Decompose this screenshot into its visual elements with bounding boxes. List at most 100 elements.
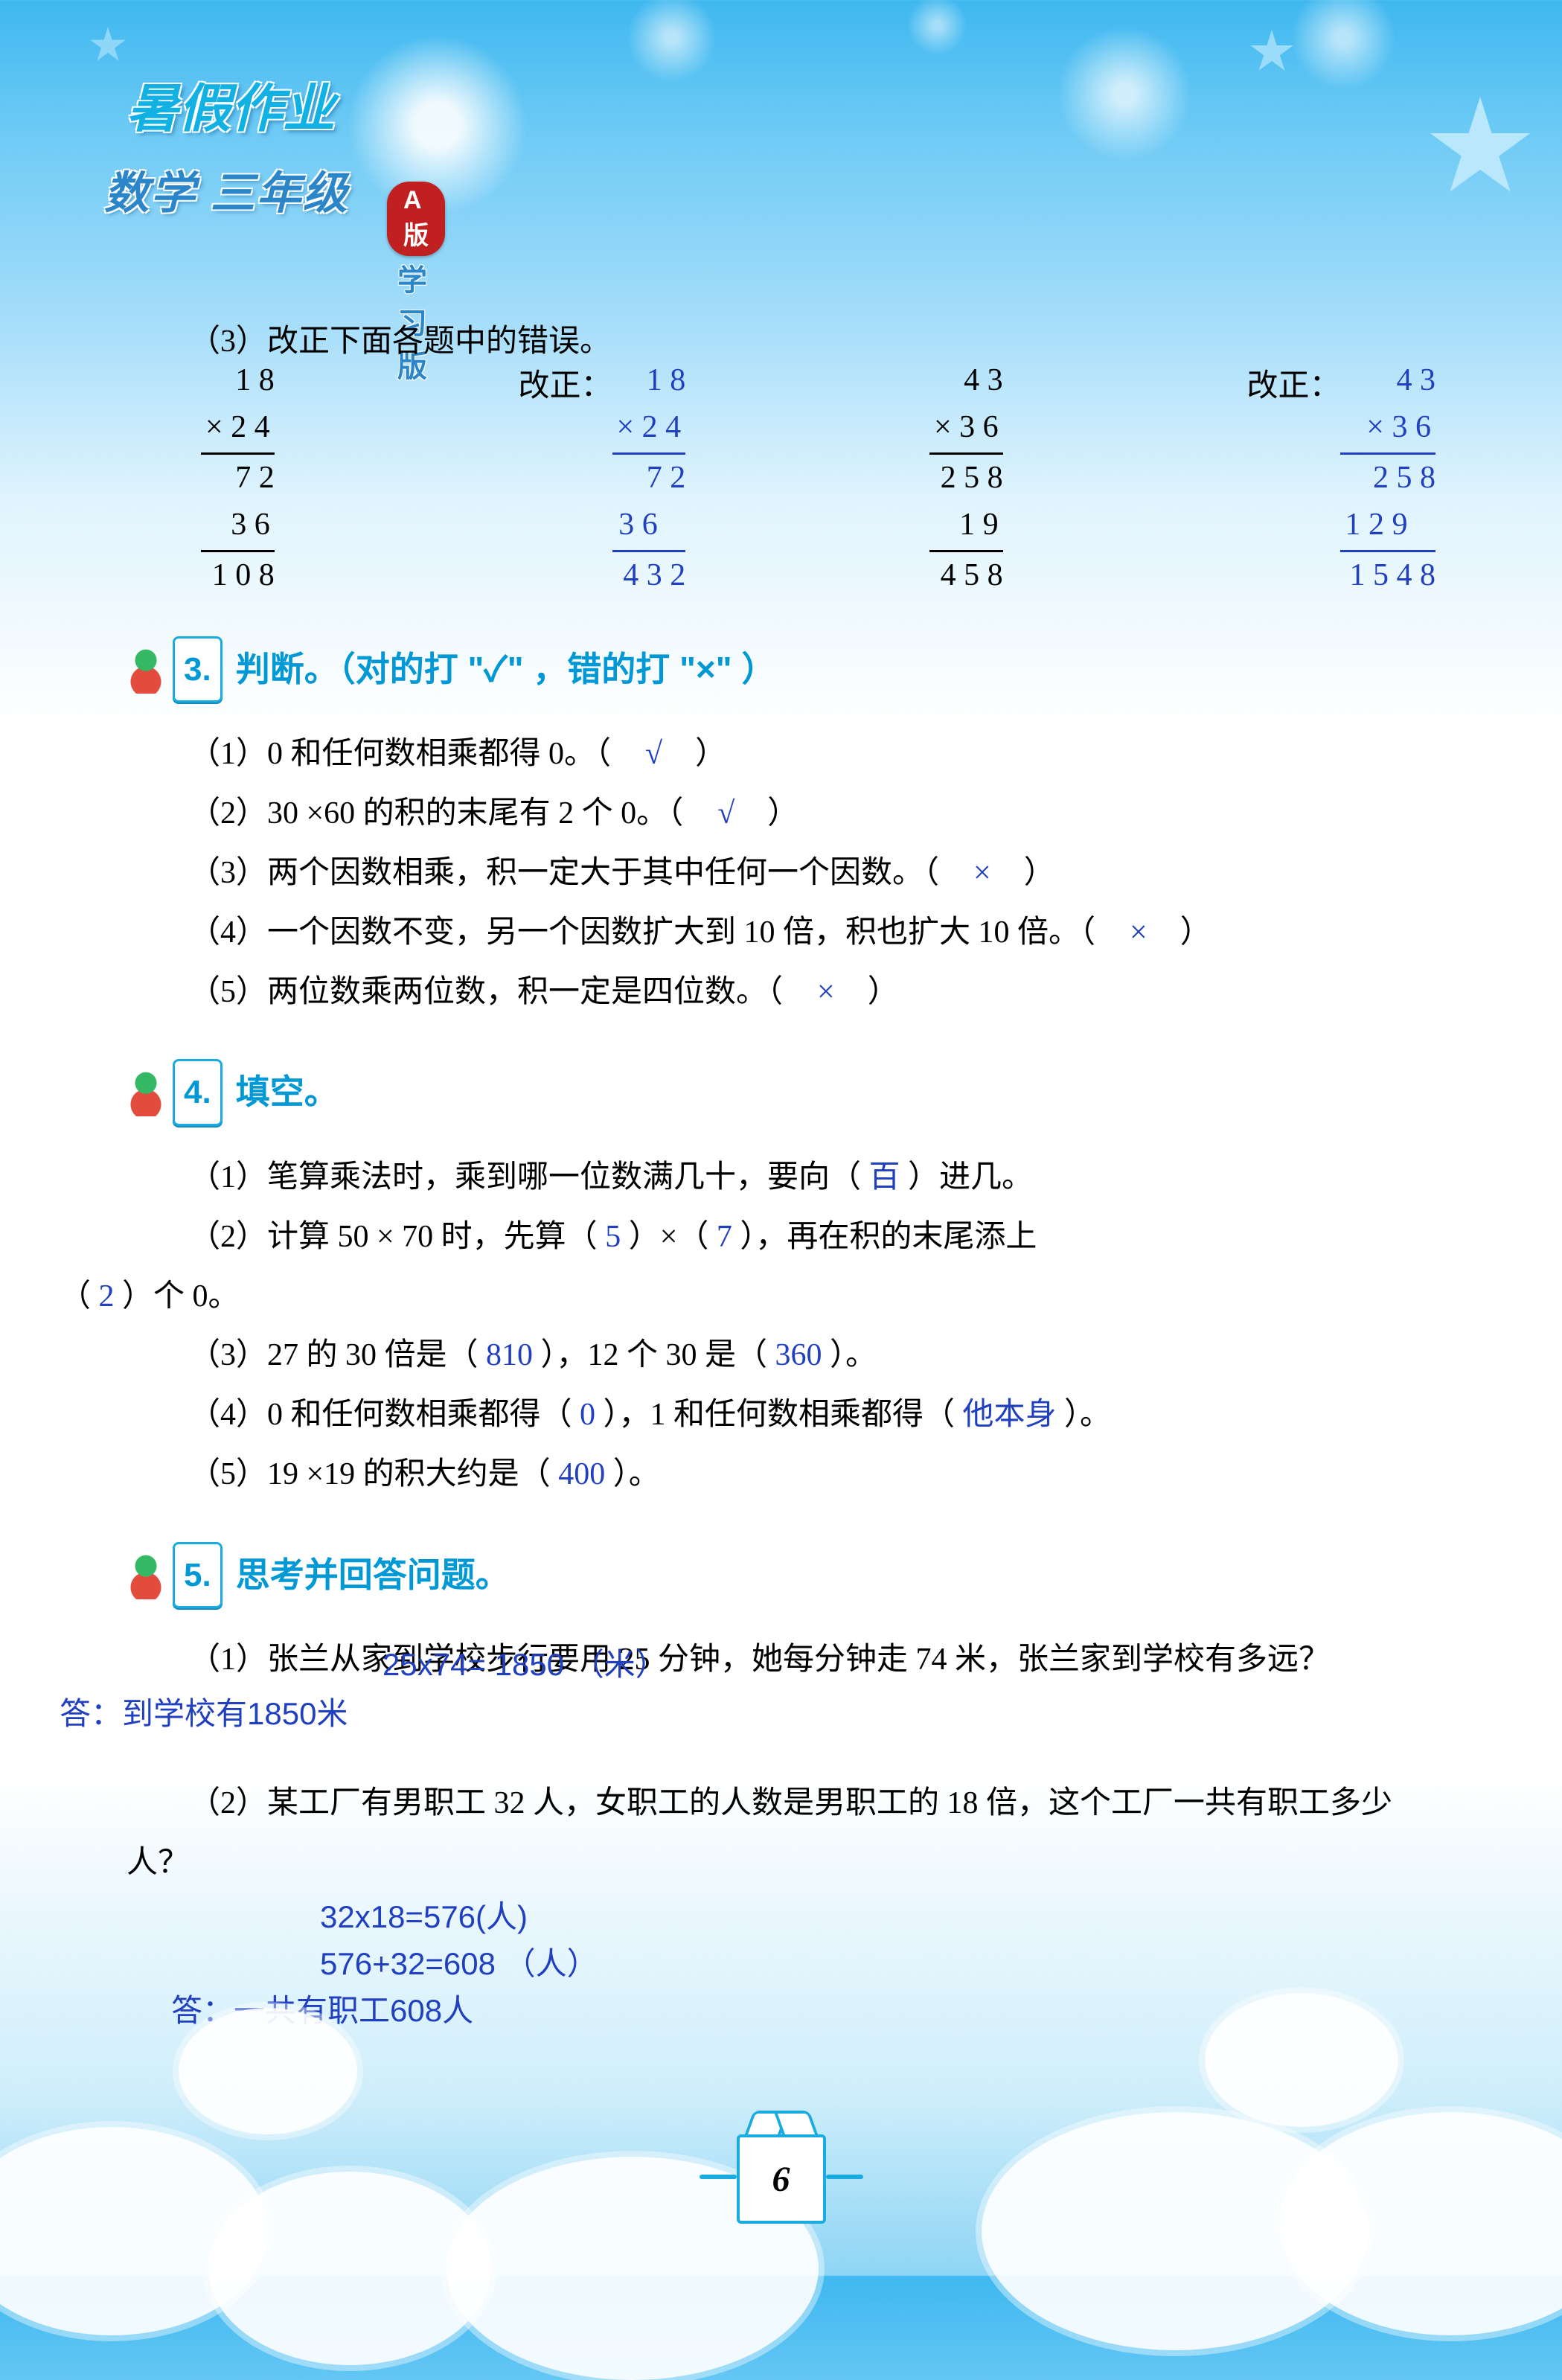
answer: 2 xyxy=(99,1279,115,1314)
row: 1 2 9 xyxy=(1340,502,1435,552)
question-text: （2）某工厂有男职工 32 人，女职工的人数是男职工的 18 倍，这个工厂一共有… xyxy=(127,1774,1435,1893)
text: ）进几。 xyxy=(908,1160,1033,1194)
answer: 810 xyxy=(486,1338,533,1372)
correction-label: 改正： xyxy=(518,357,612,599)
answer: 0 xyxy=(580,1398,595,1432)
paren: ） xyxy=(662,737,728,771)
paren: （ xyxy=(767,975,817,1009)
page-number-arm-icon xyxy=(826,2175,863,2179)
section-4-header: 4. 填空。 xyxy=(127,1059,1435,1126)
corrected-calc-2: 4 3 × 3 6 2 5 8 1 2 9 1 5 4 8 xyxy=(1340,357,1435,599)
calculation: 32x18=576(人) xyxy=(320,1893,1435,1940)
section-number: 3. xyxy=(173,636,223,703)
text: （4）0 和任何数相乘都得（ xyxy=(189,1398,572,1432)
calculation: 25x74= 1850 （米） xyxy=(320,1635,667,1695)
text: （2）计算 50 × 70 时，先算（ xyxy=(189,1220,598,1254)
fill-blank-list: （1）笔算乘法时，乘到哪一位数满几十，要向（ 百 ）进几。 （2）计算 50 ×… xyxy=(127,1148,1435,1505)
question-text: （1）0 和任何数相乘都得 0。 xyxy=(189,737,595,771)
page-number-arm-icon xyxy=(700,2175,737,2179)
judgement-item: （4）一个因数不变，另一个因数扩大到 10 倍，积也扩大 10 倍。（ × ） xyxy=(127,903,1435,963)
row: 4 3 xyxy=(1340,357,1435,404)
judgement-item: （1）0 和任何数相乘都得 0。（ √ ） xyxy=(127,725,1435,784)
row: × 3 6 xyxy=(1340,404,1435,455)
row: 7 2 xyxy=(201,455,275,502)
judgement-item: （3）两个因数相乘，积一定大于其中任何一个因数。（ × ） xyxy=(127,844,1435,903)
answer: 百 xyxy=(869,1160,900,1194)
correction-columns: 1 8 × 2 4 7 2 3 6 1 0 8 改正： 1 8 × 2 4 7 … xyxy=(201,357,1435,599)
row: 2 5 8 xyxy=(929,455,1003,502)
answer: √ xyxy=(717,796,734,831)
section-5-header: 5. 思考并回答问题。 xyxy=(127,1542,1435,1609)
correction-1: 改正： 1 8 × 2 4 7 2 3 6 4 3 2 xyxy=(518,357,685,599)
row: 4 3 xyxy=(929,357,1003,404)
row: 1 0 8 xyxy=(201,552,275,599)
gnome-icon xyxy=(127,1552,165,1599)
text: ）。 xyxy=(1064,1398,1111,1432)
question-text: （2）30 ×60 的积的末尾有 2 个 0。 xyxy=(189,796,668,831)
gnome-icon xyxy=(127,1069,165,1116)
section-title: 判断。（对的打 "✓" ，错的打 "×" ） xyxy=(236,637,776,702)
text: ）个 0。 xyxy=(122,1279,240,1314)
row: 7 2 xyxy=(612,455,686,502)
answer: × xyxy=(817,975,835,1009)
text: ）。 xyxy=(613,1457,660,1491)
text: （ xyxy=(60,1279,91,1314)
word-problem-1: （1）张兰从家到学校步行要用 25 分钟，她每分钟走 74 米，张兰家到学校有多… xyxy=(127,1631,1435,1737)
row: 3 6 xyxy=(612,502,686,552)
row: 3 6 xyxy=(201,502,275,552)
text: ），1 和任何数相乘都得（ xyxy=(604,1398,956,1432)
paren: （ xyxy=(924,856,973,890)
answer: 400 xyxy=(558,1457,605,1491)
question-text: （4）一个因数不变，另一个因数扩大到 10 倍，积也扩大 10 倍。 xyxy=(189,915,1080,950)
section-3-header: 3. 判断。（对的打 "✓" ，错的打 "×" ） xyxy=(127,636,1435,703)
section-number: 5. xyxy=(173,1542,223,1609)
edition-badge: A版 xyxy=(387,182,445,256)
paren: ） xyxy=(835,975,900,1009)
judgement-item: （2）30 ×60 的积的末尾有 2 个 0。（ √ ） xyxy=(127,784,1435,844)
row: × 2 4 xyxy=(201,404,275,455)
answer: × xyxy=(1130,915,1148,950)
judgement-item: （5）两位数乘两位数，积一定是四位数。（ × ） xyxy=(127,963,1435,1023)
paren: ） xyxy=(734,796,800,831)
star-decor xyxy=(1428,97,1532,201)
answer: 7 xyxy=(717,1220,732,1254)
paren: ） xyxy=(1148,915,1213,950)
section-title: 填空。 xyxy=(236,1060,339,1125)
page-number: 6 xyxy=(737,2134,826,2224)
text: （3）27 的 30 倍是（ xyxy=(189,1338,478,1372)
row: 4 3 2 xyxy=(612,552,686,599)
row: 2 5 8 xyxy=(1340,455,1435,502)
answer: 他本身 xyxy=(963,1398,1057,1432)
question-text: （5）两位数乘两位数，积一定是四位数。 xyxy=(189,975,767,1009)
paren: （ xyxy=(1080,915,1130,950)
paren: （ xyxy=(595,737,645,771)
paren: ） xyxy=(991,856,1057,890)
fill-q3: （3）27 的 30 倍是（ 810 ），12 个 30 是（ 360 ）。 xyxy=(127,1326,1435,1386)
correction-2: 改正： 4 3 × 3 6 2 5 8 1 2 9 1 5 4 8 xyxy=(1246,357,1435,599)
answer-line: 答：到学校有1850米 xyxy=(60,1690,1435,1737)
text: （5）19 ×19 的积大约是（ xyxy=(189,1457,551,1491)
answer: 360 xyxy=(775,1338,822,1372)
row: × 2 4 xyxy=(612,404,686,455)
row: × 3 6 xyxy=(929,404,1003,455)
answer: × xyxy=(973,856,991,890)
corrected-calc-1: 1 8 × 2 4 7 2 3 6 4 3 2 xyxy=(612,357,686,599)
section-number: 4. xyxy=(173,1059,223,1126)
wrong-calc-2: 4 3 × 3 6 2 5 8 1 9 4 5 8 xyxy=(929,357,1003,599)
paren: （ xyxy=(668,796,717,831)
calculation: 576+32=608 （人） xyxy=(320,1940,1435,1987)
text: ）×（ xyxy=(629,1220,709,1254)
question-text: （3）两个因数相乘，积一定大于其中任何一个因数。 xyxy=(189,856,924,890)
subject-grade: 数学 三年级 xyxy=(104,157,349,222)
answer: 5 xyxy=(605,1220,621,1254)
correction-label: 改正： xyxy=(1246,357,1340,599)
text: ），再在积的末尾添上 xyxy=(740,1220,1037,1254)
word-problem-2: （2）某工厂有男职工 32 人，女职工的人数是男职工的 18 倍，这个工厂一共有… xyxy=(127,1774,1435,2034)
wrong-calc-1: 1 8 × 2 4 7 2 3 6 1 0 8 xyxy=(201,357,275,599)
section-title: 思考并回答问题。 xyxy=(236,1543,510,1608)
fill-q5: （5）19 ×19 的积大约是（ 400 ）。 xyxy=(127,1445,1435,1505)
workbook-title: 暑假作业 xyxy=(127,67,335,142)
row: 1 9 xyxy=(929,502,1003,552)
row: 1 8 xyxy=(612,357,686,404)
page-content: （3）改正下面各题中的错误。 1 8 × 2 4 7 2 3 6 1 0 8 改… xyxy=(127,313,1435,2034)
